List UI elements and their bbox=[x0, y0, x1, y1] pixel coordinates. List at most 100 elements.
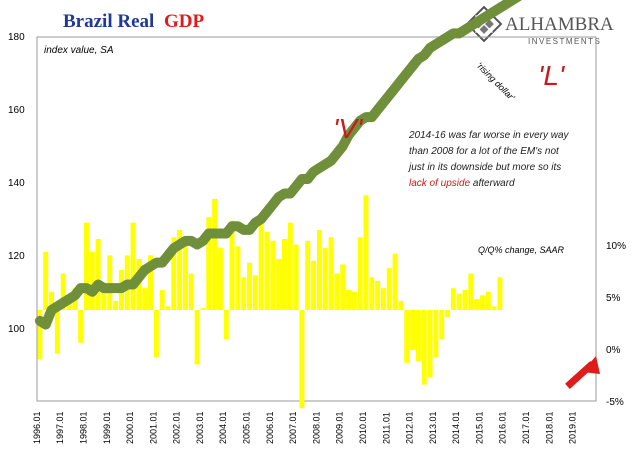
right-axis-label: Q/Q% change, SAAR bbox=[478, 245, 565, 255]
note-line1: 2014-16 was far worse in every way bbox=[408, 130, 570, 141]
bar bbox=[474, 299, 480, 310]
bar bbox=[485, 291, 491, 310]
bar bbox=[223, 310, 229, 340]
bar bbox=[130, 222, 136, 310]
bar bbox=[281, 239, 287, 310]
title-main: Brazil Real bbox=[63, 11, 154, 32]
bar bbox=[392, 253, 398, 310]
bar bbox=[462, 289, 468, 310]
x-tick-label: 2013.01 bbox=[428, 411, 438, 444]
x-tick-label: 2008.01 bbox=[311, 411, 321, 444]
bar bbox=[334, 273, 340, 310]
bar bbox=[363, 195, 369, 310]
x-ticks: 1996.01 1997.01 1998.01 1999.01 2000.01 2001.… bbox=[32, 411, 578, 444]
x-tick-label: 2007.01 bbox=[288, 411, 298, 444]
bar bbox=[351, 291, 357, 310]
x-tick-label: 2000.01 bbox=[125, 411, 135, 444]
bar bbox=[235, 246, 241, 310]
x-tick-label: 2001.01 bbox=[148, 411, 158, 444]
title-accent: GDP bbox=[164, 11, 205, 32]
note-line3: just in its downside but more so its bbox=[407, 162, 561, 173]
bar bbox=[305, 240, 311, 310]
x-tick-label: 2018.01 bbox=[544, 411, 554, 444]
bar bbox=[316, 229, 322, 310]
bar bbox=[84, 222, 89, 310]
bar bbox=[206, 217, 212, 310]
bar bbox=[78, 310, 84, 343]
bar bbox=[380, 288, 386, 310]
bar bbox=[43, 251, 49, 310]
bar bbox=[159, 289, 165, 310]
bar bbox=[212, 198, 218, 310]
gdp-line bbox=[34, 0, 522, 330]
left-tick-120: 120 bbox=[8, 251, 25, 262]
right-tick-0: 0% bbox=[606, 345, 621, 356]
left-tick-180: 180 bbox=[8, 32, 25, 43]
left-tick-140: 140 bbox=[8, 178, 25, 189]
x-tick-label: 2017.01 bbox=[521, 411, 531, 444]
bar bbox=[311, 260, 317, 310]
bar bbox=[89, 251, 95, 310]
bar bbox=[456, 293, 462, 310]
bar bbox=[95, 239, 101, 310]
x-tick-label: 1998.01 bbox=[78, 411, 88, 444]
bar bbox=[421, 310, 427, 385]
bar bbox=[153, 310, 159, 358]
note-line2: than 2008 for a lot of the EM's not bbox=[409, 146, 560, 157]
right-tick--5: -5% bbox=[606, 397, 624, 408]
bar bbox=[165, 306, 171, 310]
bar bbox=[107, 255, 113, 310]
left-tick-100: 100 bbox=[8, 324, 25, 335]
x-tick-label: 2004.01 bbox=[218, 411, 228, 444]
bar bbox=[322, 248, 328, 310]
bar bbox=[375, 280, 381, 310]
x-tick-label: 2014.01 bbox=[451, 411, 461, 444]
x-tick-label: 2016.01 bbox=[498, 411, 508, 444]
bar bbox=[252, 275, 258, 310]
bar bbox=[229, 220, 235, 310]
bar bbox=[398, 300, 404, 310]
bar bbox=[357, 237, 363, 310]
bar bbox=[439, 310, 445, 340]
bar bbox=[49, 291, 55, 310]
x-tick-label: 1997.01 bbox=[55, 411, 65, 444]
bar bbox=[468, 273, 474, 310]
logo-name: ALHAMBRA bbox=[505, 14, 614, 35]
bar bbox=[194, 310, 200, 365]
x-tick-label: 2009.01 bbox=[335, 411, 345, 444]
bar bbox=[450, 288, 456, 310]
bar bbox=[293, 244, 299, 310]
x-tick-label: 2006.01 bbox=[265, 411, 275, 444]
annotation-l: 'L' bbox=[538, 60, 566, 91]
bar bbox=[258, 215, 264, 310]
annotation-note: 2014-16 was far worse in every way than … bbox=[407, 130, 571, 189]
x-tick-label: 2011.01 bbox=[381, 412, 391, 444]
bar bbox=[433, 310, 439, 358]
x-tick-label: 2010.01 bbox=[358, 411, 368, 444]
bar bbox=[188, 273, 194, 310]
note-line4: lack of upside afterward bbox=[409, 178, 515, 189]
left-axis-label: index value, SA bbox=[44, 45, 114, 56]
bar bbox=[270, 240, 276, 310]
x-tick-label: 2012.01 bbox=[405, 411, 415, 444]
bar bbox=[369, 277, 375, 310]
plot-frame bbox=[36, 36, 597, 402]
bar bbox=[427, 310, 433, 378]
right-tick-10: 10% bbox=[606, 241, 626, 252]
bar bbox=[276, 259, 282, 310]
bar bbox=[101, 282, 107, 310]
bar bbox=[445, 310, 450, 318]
bar bbox=[200, 308, 206, 310]
logo-sub: INVESTMENTS bbox=[528, 37, 601, 46]
bar bbox=[54, 310, 60, 354]
bar bbox=[60, 273, 66, 310]
bar bbox=[415, 310, 421, 361]
x-tick-label: 1996.01 bbox=[32, 411, 42, 444]
right-tick-5: 5% bbox=[606, 293, 621, 304]
bar bbox=[171, 237, 177, 310]
bar bbox=[346, 289, 352, 310]
bar bbox=[113, 300, 119, 310]
bar bbox=[287, 222, 293, 310]
annotation-v: 'V' bbox=[333, 113, 364, 144]
